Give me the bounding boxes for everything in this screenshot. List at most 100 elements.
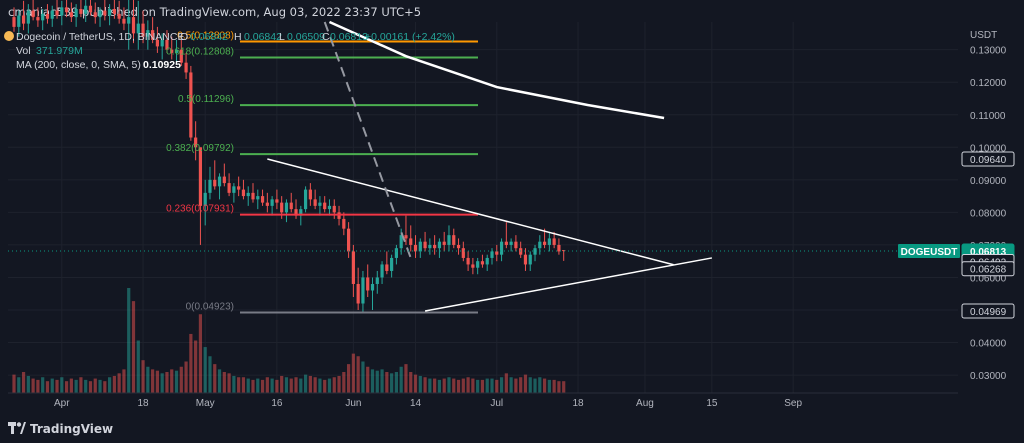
candle-body: [74, 8, 78, 18]
volume-bar: [380, 369, 384, 393]
y-tick-label: 0.11000: [970, 111, 1006, 122]
price-level-tag: 0.06268: [961, 261, 1015, 277]
candle-body: [246, 192, 250, 197]
volume-bar: [504, 373, 508, 393]
triangle-trendline[interactable]: [267, 158, 674, 266]
candle-body: [232, 186, 236, 193]
volume-bar: [21, 372, 26, 393]
x-tick-label: May: [196, 398, 215, 409]
candle-body: [151, 30, 155, 40]
price-axis: USDT 0.13000 0.12000 0.11000 0.10000 0.09000 0…: [970, 30, 1007, 382]
legend-l-label: L: [279, 31, 285, 43]
candle-body: [12, 17, 16, 27]
candle-body: [413, 244, 418, 252]
candlestick-chart[interactable]: 0.5(0.12808) 0.618(0.12808) 0.5(0.11296) 0.…: [0, 0, 1024, 414]
x-tick-label: Apr: [54, 398, 70, 409]
volume-bar: [256, 378, 260, 393]
volume-bar: [179, 366, 183, 393]
x-tick-label: Jun: [345, 398, 361, 409]
volume-bar: [232, 375, 236, 393]
candle-body: [165, 39, 169, 50]
volume-bar: [433, 378, 437, 393]
volume-bar: [50, 378, 54, 393]
volume-bar: [495, 379, 499, 393]
volume-bar: [184, 361, 188, 393]
volume-bar: [146, 366, 150, 393]
candle-body: [60, 7, 64, 16]
volume-bar: [74, 379, 78, 393]
volume-bar: [308, 375, 312, 393]
candle-body: [327, 205, 332, 210]
volume-bar: [375, 370, 379, 393]
price-level-tag: 0.09640: [961, 151, 1015, 167]
triangle-trendline[interactable]: [424, 257, 713, 312]
x-tick-label: 15: [706, 398, 718, 409]
candle-body: [93, 12, 97, 18]
volume-bar: [174, 370, 179, 393]
volume-bar: [442, 378, 446, 393]
grid: [8, 22, 958, 393]
legend-change: +0.00161 (+2.42%): [365, 31, 455, 43]
candle-body: [399, 235, 403, 249]
candle-body: [189, 72, 193, 138]
volume-bar: [318, 378, 322, 393]
candle-body: [179, 49, 183, 63]
candle-body: [461, 248, 465, 258]
candle-body: [557, 244, 561, 252]
y-tick-label: 0.09000: [970, 176, 1007, 187]
dashed-projection-line[interactable]: [323, 21, 412, 259]
volume-bar: [241, 377, 246, 393]
candle-body: [88, 5, 93, 13]
y-tick-label: 0.08000: [970, 208, 1007, 219]
candle-body: [499, 241, 504, 255]
volume-bar: [36, 379, 40, 393]
candle-body: [26, 10, 30, 24]
volume-bar: [198, 314, 203, 393]
price-tag-label: 0.06268: [970, 265, 1007, 276]
candle-body: [442, 241, 446, 245]
volume-bar: [413, 374, 418, 393]
candle-body: [84, 5, 88, 14]
candle-body: [428, 244, 432, 249]
volume-bar: [79, 377, 83, 393]
candle-body: [356, 283, 360, 304]
candle-body: [404, 235, 408, 239]
candle-body: [308, 189, 312, 200]
volume-bar: [246, 378, 250, 393]
volume-bar: [136, 340, 140, 393]
volume-bar: [155, 370, 159, 393]
candle-body: [213, 179, 217, 187]
volume-bar: [542, 378, 547, 393]
volume-bar: [409, 372, 413, 393]
candle-body: [562, 250, 566, 252]
candle-body: [270, 199, 274, 206]
footer: TradingView: [0, 414, 1024, 443]
volume-bar: [122, 369, 126, 393]
fib-level-label: 0(0.04923): [186, 302, 234, 313]
volume-bar: [127, 288, 131, 393]
candle-body: [241, 189, 246, 197]
volume-bar: [222, 372, 226, 393]
candle-body: [289, 202, 293, 210]
currency-label: USDT: [970, 30, 997, 41]
fib-level-label: 0.236(0.07931): [166, 204, 234, 215]
volume-bar: [17, 377, 21, 393]
volume-bar: [265, 377, 269, 393]
candle-body: [351, 251, 355, 284]
volume-bar: [480, 379, 485, 393]
volume-bar: [60, 377, 64, 393]
candle-body: [284, 202, 289, 213]
tradingview-logo-icon: [8, 422, 26, 434]
candle-body: [476, 261, 480, 268]
volume-bar: [557, 381, 561, 393]
candle-body: [203, 192, 207, 206]
fib-level-label: 0.5(0.12808): [177, 31, 234, 42]
legend-c-value: 0.06813: [330, 31, 368, 43]
candle-body: [452, 235, 456, 245]
candle-body: [552, 238, 556, 245]
volume-bar: [509, 377, 513, 393]
candle-body: [303, 189, 308, 210]
candles: [12, 0, 566, 314]
candle-body: [117, 13, 121, 19]
price-tags: 0.09640DOGEUSDT0.068130.064920.062680.04…: [898, 151, 1015, 319]
